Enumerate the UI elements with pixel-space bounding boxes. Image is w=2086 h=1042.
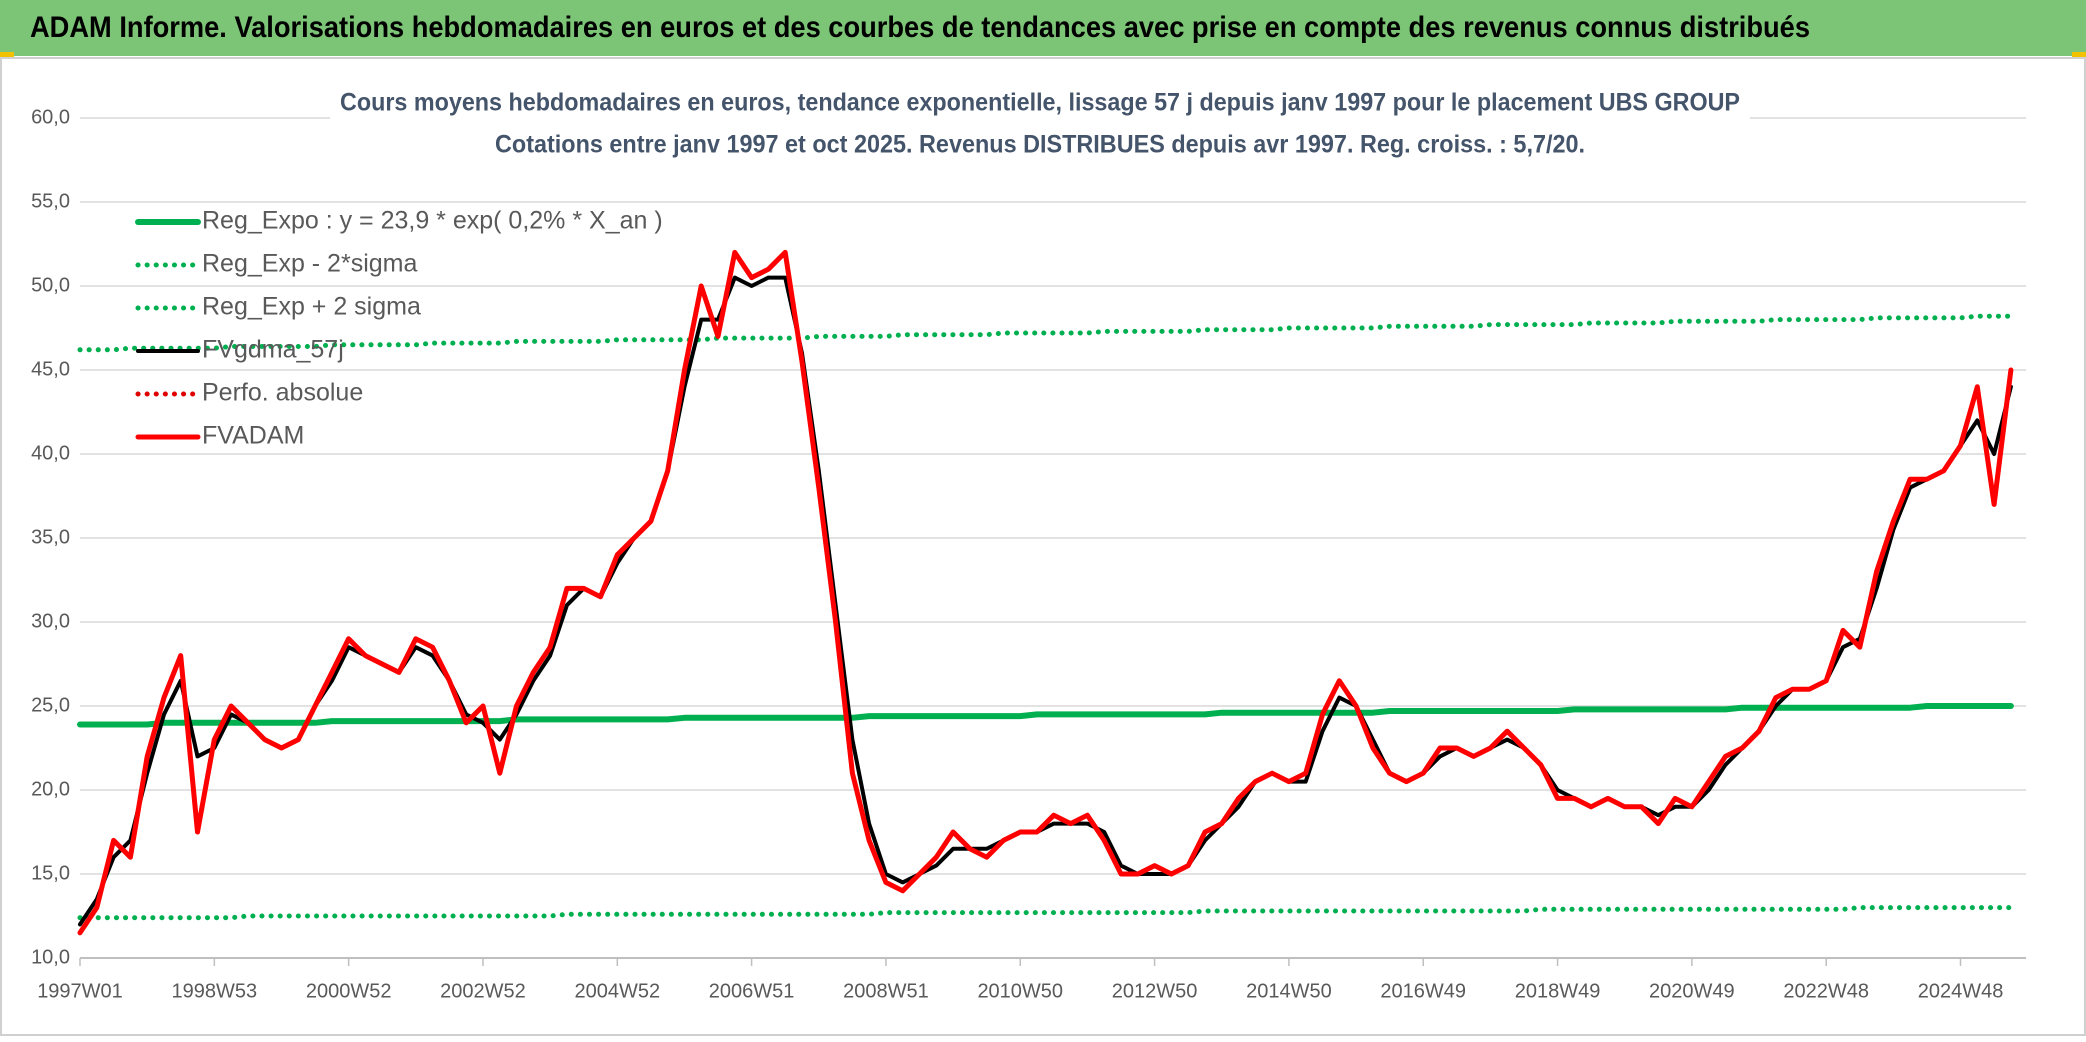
x-tick-label: 2000W52 <box>306 980 392 1002</box>
legend: Reg_Expo : y = 23,9 * exp( 0,2% * X_an )… <box>135 207 663 450</box>
legend-label: Reg_Exp + 2 sigma <box>202 293 421 321</box>
x-tick-label: 2012W50 <box>1112 980 1198 1002</box>
header-bar <box>0 0 2086 56</box>
plot-area: 10,0 15,0 20,0 25,0 30,0 35,0 40,0 45,0 50,0 55,0… <box>31 106 2026 1002</box>
x-tick-label: 2024W48 <box>1918 980 2004 1002</box>
legend-label: Perfo. absolue <box>202 379 363 407</box>
y-tick-label: 40,0 <box>31 442 70 464</box>
series-line <box>77 905 2014 921</box>
corner-mark <box>0 52 14 58</box>
x-tick-label: 2016W49 <box>1380 980 1466 1002</box>
legend-label: Reg_Expo : y = 23,9 * exp( 0,2% * X_an ) <box>202 207 663 235</box>
legend-label: Reg_Exp - 2*sigma <box>202 250 417 278</box>
x-tick-label: 2018W49 <box>1515 980 1601 1002</box>
y-tick-label: 55,0 <box>31 190 70 212</box>
y-tick-label: 25,0 <box>31 694 70 716</box>
x-tick-label: 2006W51 <box>709 980 795 1002</box>
x-tick-label: 2010W50 <box>977 980 1063 1002</box>
chart-subtitle: Cotations entre janv 1997 et oct 2025. R… <box>495 131 1585 159</box>
x-tick-label: 2004W52 <box>574 980 660 1002</box>
x-tick-label: 1997W01 <box>37 980 123 1002</box>
frame <box>0 57 2086 1036</box>
header-title: ADAM Informe. Valorisations hebdomadaire… <box>30 11 1810 44</box>
y-tick-label: 20,0 <box>31 778 70 800</box>
y-tick-label: 60,0 <box>31 106 70 128</box>
y-tick-label: 45,0 <box>31 358 70 380</box>
x-tick-label: 2014W50 <box>1246 980 1332 1002</box>
series-line <box>77 703 2014 728</box>
y-tick-label: 10,0 <box>31 946 70 968</box>
x-tick-label: 2002W52 <box>440 980 526 1002</box>
legend-label: FVADAM <box>202 422 304 450</box>
y-tick-label: 15,0 <box>31 862 70 884</box>
x-tick-label: 1998W53 <box>172 980 258 1002</box>
series-line <box>77 313 2014 353</box>
x-tick-label: 2022W48 <box>1783 980 1869 1002</box>
legend-label: FVgdma_57j <box>202 336 344 364</box>
series-line <box>77 249 2014 936</box>
x-tick-label: 2020W49 <box>1649 980 1735 1002</box>
chart-title: Cours moyens hebdomadaires en euros, ten… <box>340 89 1740 117</box>
y-tick-label: 35,0 <box>31 526 70 548</box>
x-tick-label: 2008W51 <box>843 980 929 1002</box>
y-tick-label: 30,0 <box>31 610 70 632</box>
corner-mark <box>2072 52 2086 58</box>
title-backdrop <box>330 84 1750 168</box>
y-tick-label: 50,0 <box>31 274 70 296</box>
